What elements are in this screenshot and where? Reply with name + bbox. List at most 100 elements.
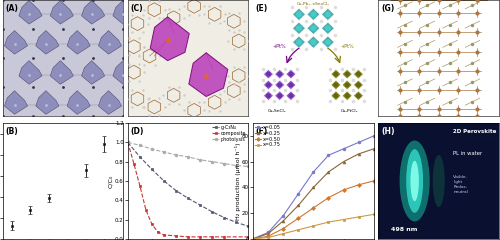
- Line: x=0.25: x=0.25: [252, 147, 375, 240]
- x=0.50: [250, 237, 256, 240]
- x=0.50: [356, 183, 362, 186]
- photolysis: [246, 165, 252, 168]
- Polygon shape: [4, 30, 28, 54]
- Ellipse shape: [400, 140, 430, 222]
- x=0.75: [280, 232, 286, 235]
- g-C₃N₄: [149, 168, 155, 171]
- Polygon shape: [322, 8, 334, 21]
- Text: PL in water: PL in water: [453, 151, 482, 156]
- Polygon shape: [292, 22, 306, 35]
- photolysis: [197, 158, 203, 161]
- Legend: g-C₃N₄, composite, photolysis: g-C₃N₄, composite, photolysis: [211, 124, 248, 143]
- Circle shape: [311, 12, 316, 17]
- Circle shape: [296, 12, 301, 17]
- Circle shape: [289, 94, 292, 97]
- Polygon shape: [67, 91, 90, 114]
- Circle shape: [296, 26, 301, 30]
- composite: [137, 184, 143, 187]
- Polygon shape: [82, 61, 104, 84]
- Polygon shape: [354, 80, 364, 90]
- Text: (C): (C): [130, 4, 143, 13]
- Polygon shape: [150, 17, 190, 61]
- photolysis: [125, 141, 131, 144]
- x=0.25: [280, 219, 286, 222]
- Circle shape: [326, 40, 330, 44]
- x=0.05: [370, 135, 376, 138]
- Text: (B): (B): [5, 126, 18, 136]
- Text: (E): (E): [256, 4, 268, 13]
- Circle shape: [278, 94, 281, 97]
- Polygon shape: [307, 36, 320, 48]
- x=0.05: [296, 192, 302, 195]
- composite: [155, 231, 161, 234]
- g-C₃N₄: [161, 180, 167, 182]
- Circle shape: [266, 72, 270, 76]
- Polygon shape: [36, 91, 59, 114]
- g-C₃N₄: [197, 204, 203, 206]
- Line: g-C₃N₄: g-C₃N₄: [126, 141, 250, 228]
- Circle shape: [278, 72, 281, 76]
- Polygon shape: [98, 30, 122, 54]
- photolysis: [221, 162, 227, 165]
- Text: (A): (A): [5, 4, 18, 13]
- Polygon shape: [82, 0, 104, 24]
- photolysis: [234, 164, 239, 167]
- Polygon shape: [286, 80, 296, 90]
- x=0.25: [265, 232, 271, 235]
- g-C₃N₄: [137, 156, 143, 158]
- Ellipse shape: [432, 155, 445, 207]
- Polygon shape: [292, 36, 306, 48]
- photolysis: [185, 156, 191, 158]
- x=0.25: [326, 170, 332, 173]
- x=0.05: [250, 237, 256, 240]
- composite: [221, 235, 227, 238]
- Circle shape: [296, 40, 301, 44]
- Polygon shape: [331, 91, 341, 101]
- Text: (G): (G): [381, 4, 394, 13]
- Polygon shape: [50, 0, 74, 24]
- Circle shape: [266, 94, 270, 97]
- Y-axis label: C/C₀: C/C₀: [108, 174, 114, 188]
- Line: x=0.75: x=0.75: [252, 213, 375, 240]
- Text: Cs₂SnCl₆: Cs₂SnCl₆: [268, 109, 286, 113]
- Circle shape: [334, 83, 338, 87]
- Text: +Pt%: +Pt%: [340, 44, 354, 49]
- x=0.05: [280, 214, 286, 217]
- x=0.75: [296, 228, 302, 231]
- g-C₃N₄: [246, 225, 252, 228]
- Polygon shape: [286, 91, 296, 101]
- composite: [161, 234, 167, 236]
- x=0.50: [340, 188, 346, 191]
- x=0.05: [310, 170, 316, 173]
- Line: photolysis: photolysis: [126, 141, 250, 168]
- Text: +Pt%: +Pt%: [273, 44, 286, 49]
- Circle shape: [311, 26, 316, 30]
- Circle shape: [311, 40, 316, 44]
- Circle shape: [334, 94, 338, 97]
- Polygon shape: [113, 61, 136, 84]
- Circle shape: [346, 94, 349, 97]
- Line: composite: composite: [126, 141, 250, 238]
- composite: [131, 162, 137, 165]
- Polygon shape: [67, 30, 90, 54]
- Polygon shape: [19, 0, 42, 24]
- Circle shape: [278, 83, 281, 87]
- g-C₃N₄: [209, 210, 215, 213]
- Ellipse shape: [406, 149, 423, 213]
- Text: 498 nm: 498 nm: [390, 227, 417, 232]
- photolysis: [161, 150, 167, 153]
- x=0.50: [326, 196, 332, 199]
- Polygon shape: [342, 91, 352, 101]
- x=0.50: [265, 235, 271, 238]
- Polygon shape: [274, 80, 284, 90]
- Polygon shape: [286, 69, 296, 79]
- g-C₃N₄: [125, 141, 131, 144]
- Line: x=0.50: x=0.50: [252, 180, 375, 240]
- Text: (H): (H): [381, 126, 394, 136]
- Polygon shape: [331, 69, 341, 79]
- photolysis: [149, 148, 155, 150]
- Polygon shape: [274, 91, 284, 101]
- Legend: x=0.05, x=0.25, x=0.50, x=0.75: x=0.05, x=0.25, x=0.50, x=0.75: [254, 124, 281, 148]
- composite: [246, 235, 252, 238]
- g-C₃N₄: [234, 221, 239, 224]
